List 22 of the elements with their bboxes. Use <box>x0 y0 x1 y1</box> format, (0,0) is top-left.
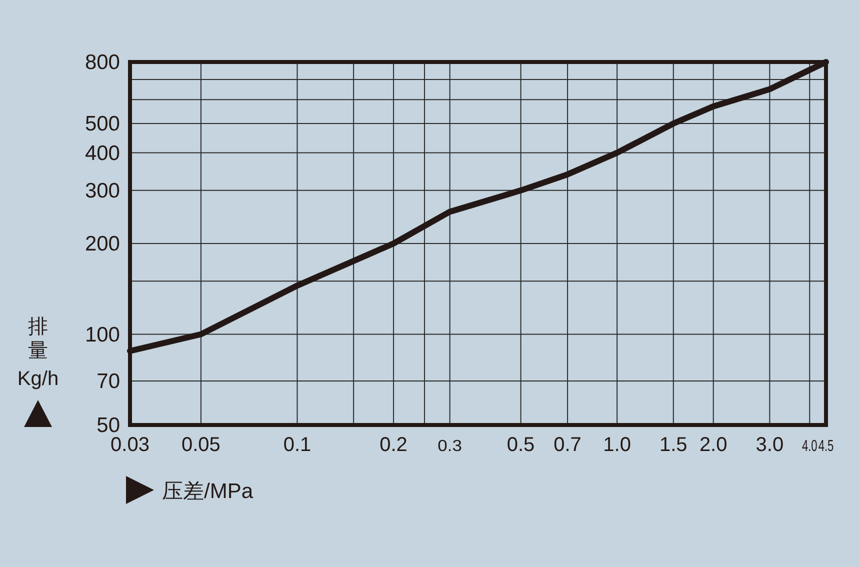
x-tick-label: 0.05 <box>181 434 220 456</box>
x-tick-label: 0.7 <box>554 434 582 456</box>
x-tick-label: 2.0 <box>699 434 728 456</box>
y-tick-label: 70 <box>96 370 120 393</box>
x-tick-label: 0.1 <box>283 434 312 456</box>
x-tick-label: 0.03 <box>110 434 150 456</box>
x-tick-label: 4.5 <box>818 438 841 455</box>
y-tick-label: 100 <box>84 323 120 346</box>
x-tick-label: 0.3 <box>438 438 462 455</box>
y-tick-label: 300 <box>84 179 120 202</box>
x-tick-label: 0.5 <box>506 434 535 456</box>
y-tick-label: 800 <box>84 51 120 74</box>
y-tick-label: 400 <box>84 142 120 165</box>
x-tick-label: 1.5 <box>659 434 688 456</box>
x-tick-label: 3.0 <box>756 434 784 456</box>
y-axis-title: 排量 Kg/h <box>17 316 59 390</box>
y-tick-label: 50 <box>96 414 120 437</box>
y-tick-label: 500 <box>84 112 120 136</box>
y-tick-label: 200 <box>84 232 120 256</box>
x-tick-label: 0.2 <box>380 434 408 456</box>
x-axis-title: 压差/MPa <box>162 480 254 503</box>
x-tick-label: 1.0 <box>603 434 631 456</box>
